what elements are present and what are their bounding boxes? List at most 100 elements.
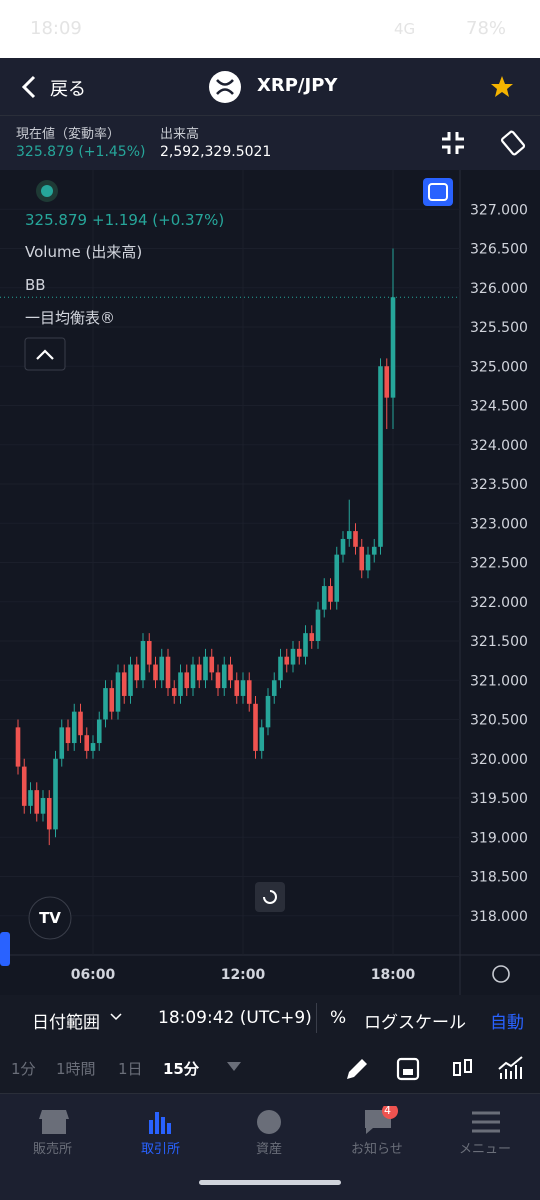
candle-body <box>65 727 71 744</box>
candle-body <box>40 798 46 814</box>
candle-body <box>303 633 308 657</box>
screenshot-button[interactable] <box>423 178 453 206</box>
interval[interactable]: 1日 <box>118 1060 143 1078</box>
candle-body <box>228 664 233 681</box>
nav-icon-active[interactable] <box>149 1112 171 1134</box>
clock: 18:09:42 (UTC+9) <box>158 1008 312 1028</box>
candle-body <box>53 758 58 830</box>
candle-body <box>221 664 227 689</box>
y-tick-label: 323.500 <box>470 477 528 493</box>
nav-label[interactable]: お知らせ <box>351 1142 403 1157</box>
nav-label[interactable]: 販売所 <box>33 1142 73 1157</box>
candle-body <box>159 656 165 681</box>
x-tick-label: 06:00 <box>71 967 116 983</box>
candle-body <box>21 766 27 806</box>
indicator-label: 一目均衡表® <box>25 309 115 327</box>
interval[interactable]: 1分 <box>11 1060 36 1078</box>
candle-body <box>28 790 33 806</box>
draw-icon[interactable] <box>347 1059 367 1079</box>
candle-body <box>84 735 90 751</box>
y-tick-label: 322.000 <box>470 595 528 611</box>
candle-body <box>328 586 333 602</box>
side-handle[interactable] <box>0 932 10 966</box>
nav-label[interactable]: 資産 <box>256 1142 283 1157</box>
xrp-logo <box>209 71 241 103</box>
save-icon-part <box>403 1069 413 1075</box>
candle-body <box>15 727 21 767</box>
price-label: 現在値（変動率） <box>16 127 121 142</box>
y-tick-label: 326.000 <box>470 281 528 297</box>
settings-icon[interactable] <box>492 965 510 983</box>
candle-body <box>59 727 65 759</box>
candle-body <box>46 798 52 830</box>
nav-label[interactable]: メニュー <box>459 1142 512 1157</box>
nav-icon[interactable] <box>472 1111 500 1133</box>
candle-body <box>134 664 140 681</box>
candle-body <box>184 672 190 689</box>
candle-body <box>96 719 102 744</box>
y-tick-label: 326.500 <box>470 242 528 258</box>
interval[interactable]: 1時間 <box>56 1060 96 1078</box>
candle-body <box>34 790 40 814</box>
candle-body <box>246 680 252 704</box>
nav-icon[interactable] <box>39 1110 69 1134</box>
y-tick-label: 324.500 <box>470 399 528 415</box>
save-icon[interactable] <box>396 1057 420 1081</box>
rotate-icon[interactable] <box>498 128 528 158</box>
candle-body <box>234 680 240 696</box>
candle-body <box>240 680 246 696</box>
candle-body <box>140 641 146 681</box>
reset-icon <box>263 890 277 904</box>
y-tick-label: 320.500 <box>470 713 528 729</box>
status-battery: 78% <box>466 18 507 39</box>
nav-label-active[interactable]: 取引所 <box>141 1142 181 1157</box>
nav-badge <box>382 1106 398 1119</box>
candle-body <box>321 586 327 610</box>
chart-bg <box>0 170 540 995</box>
favorite-star[interactable] <box>490 75 514 99</box>
candle-body <box>209 656 215 673</box>
interval-active[interactable]: 15分 <box>163 1060 199 1078</box>
candle-body <box>171 688 177 696</box>
nav-icon[interactable] <box>257 1110 281 1134</box>
candle-body <box>196 664 202 681</box>
y-tick-label: 325.500 <box>470 320 528 336</box>
back-button[interactable]: 戻る <box>50 79 86 100</box>
candle-body <box>309 633 315 641</box>
y-tick-label: 323.000 <box>470 516 528 532</box>
candle-body <box>346 531 352 539</box>
collapse-button[interactable] <box>24 337 66 371</box>
fullscreen-icon[interactable] <box>440 130 466 156</box>
log-toggle[interactable]: ログスケール <box>364 1013 466 1033</box>
auto-toggle[interactable]: 自動 <box>490 1013 524 1033</box>
percent-toggle[interactable]: % <box>330 1008 347 1028</box>
back-icon[interactable] <box>20 74 40 100</box>
y-tick-label: 318.500 <box>470 870 528 886</box>
candle-body <box>371 546 377 555</box>
date-range[interactable]: 日付範囲 <box>32 1013 100 1033</box>
indicator-icon[interactable] <box>498 1056 523 1079</box>
y-tick-label: 321.000 <box>470 673 528 689</box>
tv-logo[interactable] <box>28 896 72 940</box>
tv-logo-text: TV <box>39 909 61 927</box>
candle-body <box>178 672 183 696</box>
candle-body <box>296 648 302 657</box>
candle-icon-part <box>464 1059 472 1073</box>
date-range-caret <box>110 1013 122 1021</box>
candle-body <box>378 366 383 547</box>
candle-body <box>90 743 96 751</box>
y-tick-label: 325.000 <box>470 359 528 375</box>
candle-body <box>271 680 277 696</box>
screenshot-icon <box>428 183 448 201</box>
candle-body <box>121 672 127 696</box>
x-tick-label: 18:00 <box>371 967 416 983</box>
candle-icon[interactable] <box>453 1062 461 1076</box>
candle-body <box>315 609 321 641</box>
header: 戻る XRP/JPY <box>0 58 540 116</box>
candle-body <box>146 641 152 665</box>
interval-more[interactable] <box>226 1061 242 1073</box>
reset-button[interactable] <box>255 882 285 912</box>
collapse-icon <box>36 349 54 360</box>
candle-body <box>103 688 108 720</box>
